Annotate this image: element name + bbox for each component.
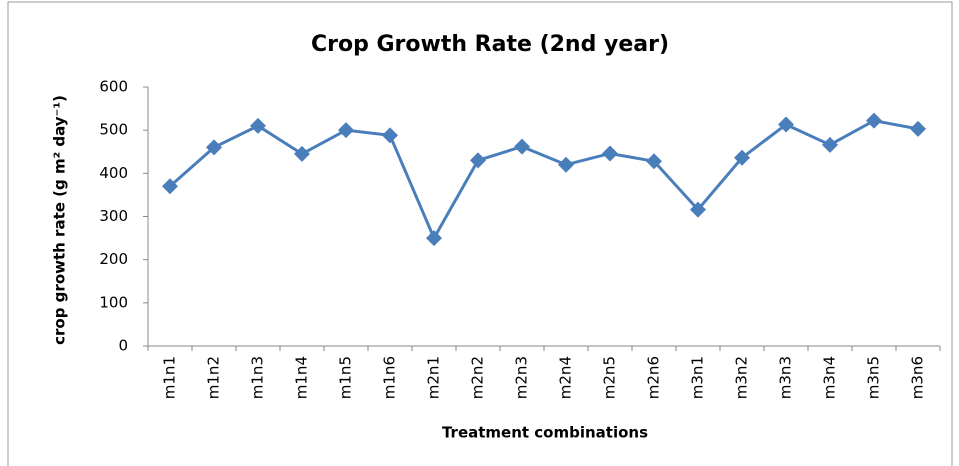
point-marker [822,136,838,153]
x-tick-label: m1n6 [381,356,399,399]
point-marker [382,127,398,144]
point-marker [602,145,618,162]
x-tick-label: m3n1 [689,356,707,399]
point-marker [250,117,266,134]
x-tick-label: m1n1 [161,356,179,399]
point-marker [206,139,222,156]
series-line [169,119,919,242]
y-tick-label: 300 [99,207,128,225]
y-tick-label: 100 [99,293,128,311]
point-marker [470,152,486,169]
x-tick-label: m2n5 [601,356,619,399]
point-marker [646,153,662,170]
x-tick-label: m3n2 [733,356,751,399]
chart-frame [7,1,953,466]
x-tick-label: m1n3 [249,356,267,399]
y-tick-label: 0 [118,337,128,355]
x-tick-label: m2n1 [425,356,443,399]
x-tick-label: m2n3 [513,356,531,399]
x-tick-label: m2n6 [645,356,663,399]
point-marker [426,230,442,247]
x-tick-label: m1n2 [205,356,223,399]
x-tick-label: m1n5 [337,356,355,399]
point-marker [690,201,706,218]
x-tick-label: m3n6 [909,356,927,399]
x-tick-label: m2n2 [469,356,487,399]
point-marker [558,156,574,173]
point-marker [734,149,750,166]
x-tick-label: m3n3 [777,356,795,399]
y-axis-title: crop growth rate (g m² day⁻¹) [51,95,69,345]
point-marker [514,138,530,155]
chart-title: Crop Growth Rate (2nd year) [311,32,669,57]
x-axis-title: Treatment combinations [442,424,648,442]
y-tick-label: 600 [99,78,128,96]
y-tick-label: 200 [99,250,128,268]
y-tick-label: 500 [99,121,128,139]
x-tick-label: m3n4 [821,356,839,399]
point-marker [866,112,882,129]
x-tick-label: m1n4 [293,356,311,399]
point-marker [778,116,794,133]
point-marker [338,122,354,139]
x-tick-label: m3n5 [865,356,883,399]
point-marker [294,145,310,162]
x-tick-label: m2n4 [557,356,575,399]
point-marker [910,120,926,137]
y-tick-label: 400 [99,164,128,182]
point-marker [162,178,178,195]
